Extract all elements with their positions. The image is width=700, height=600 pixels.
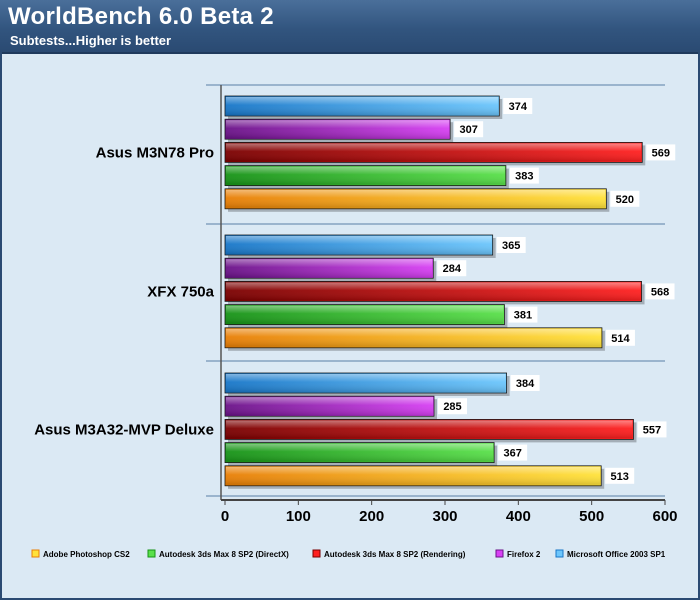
value-label-box (498, 444, 528, 461)
frame-border-left (0, 52, 2, 600)
bar-highlight (226, 466, 601, 485)
bar-highlight (226, 305, 504, 324)
legend-swatch (495, 549, 504, 558)
category-label: Asus M3N78 Pro (96, 144, 214, 161)
value-label: 365 (502, 240, 520, 252)
bar-highlight (226, 143, 642, 162)
chart-subtitle: Subtests...Higher is better (10, 33, 172, 48)
value-label: 513 (611, 471, 629, 483)
category-label: XFX 750a (147, 283, 214, 300)
value-label-box (510, 375, 540, 391)
value-label-box (437, 260, 467, 277)
frame-border-right (698, 52, 700, 600)
legend-label: Firefox 2 (507, 550, 541, 559)
legend-swatch (312, 549, 321, 558)
x-tick-label: 300 (432, 508, 457, 525)
x-tick-label: 100 (286, 508, 311, 525)
value-label-box (637, 421, 667, 438)
legend-label: Microsoft Office 2003 SP1 (567, 550, 666, 559)
value-label: 568 (651, 286, 669, 298)
legend-label: Autodesk 3ds Max 8 SP2 (DirectX) (159, 550, 289, 559)
value-label: 284 (443, 263, 462, 275)
bar-highlight (226, 443, 494, 462)
value-label-box (509, 167, 539, 184)
legend-swatch (31, 549, 40, 558)
value-label-box (605, 329, 635, 346)
bar-highlight (226, 120, 450, 139)
bar-highlight (226, 166, 505, 185)
x-tick-label: 500 (579, 508, 604, 525)
x-tick-label: 600 (652, 508, 677, 525)
value-label: 381 (514, 310, 532, 322)
value-label-box (605, 467, 635, 484)
x-tick-label: 400 (506, 508, 531, 525)
value-label: 367 (503, 448, 521, 460)
legend-label: Adobe Photoshop CS2 (43, 550, 130, 559)
value-label-box (610, 190, 640, 207)
bar-highlight (226, 259, 433, 278)
legend-swatch (147, 549, 156, 558)
value-label: 383 (515, 171, 533, 183)
chart-title: WorldBench 6.0 Beta 2 (8, 3, 274, 30)
chart-header: WorldBench 6.0 Beta 2 Subtests...Higher … (0, 0, 700, 54)
bar-highlight (226, 420, 633, 439)
value-label-box (645, 283, 675, 300)
value-label: 384 (516, 378, 535, 390)
value-label-box (438, 398, 467, 415)
bar-highlight (226, 236, 492, 254)
bar-highlight (226, 189, 606, 208)
value-label: 514 (611, 333, 630, 345)
value-label: 307 (459, 124, 477, 136)
value-label-box (454, 121, 484, 138)
value-label-box (496, 237, 526, 253)
value-label: 557 (643, 424, 661, 436)
value-label: 520 (616, 194, 634, 206)
value-label: 285 (443, 401, 461, 413)
x-tick-label: 0 (221, 508, 229, 525)
value-label-box (503, 98, 533, 114)
bar-highlight (226, 97, 499, 115)
frame-border-bottom (0, 598, 700, 600)
bar-highlight (226, 328, 601, 347)
category-label: Asus M3A32-MVP Deluxe (34, 421, 214, 438)
x-tick-label: 200 (359, 508, 384, 525)
bar-highlight (226, 397, 433, 416)
value-label: 374 (509, 101, 528, 113)
bar-highlight (226, 282, 641, 301)
bar-highlight (226, 374, 506, 392)
value-label: 569 (652, 147, 670, 159)
legend-label: Autodesk 3ds Max 8 SP2 (Rendering) (324, 550, 466, 559)
legend-swatch (555, 549, 564, 558)
value-label-box (508, 306, 538, 323)
value-label-box (646, 144, 676, 161)
